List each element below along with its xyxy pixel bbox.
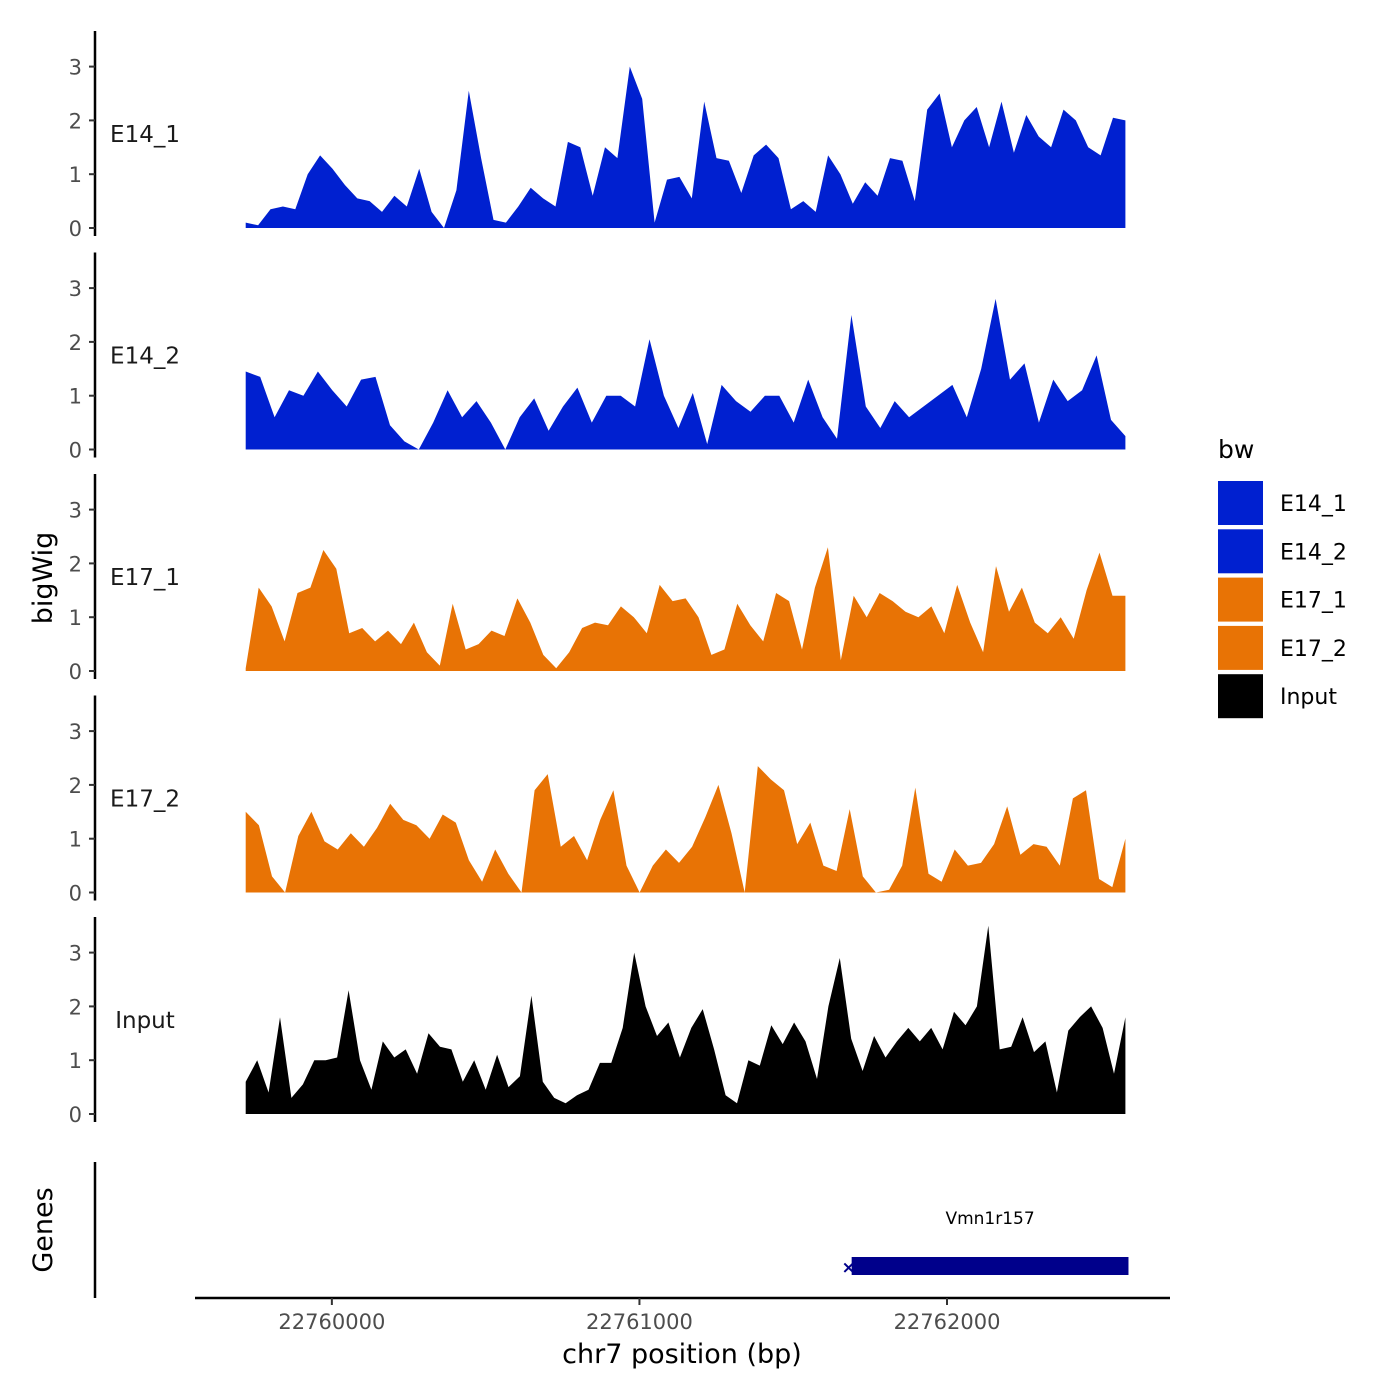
y-tick-label: 3: [69, 499, 82, 523]
legend-label: E17_2: [1280, 637, 1347, 662]
x-axis-title: chr7 position (bp): [562, 1339, 802, 1370]
legend-swatch: [1218, 625, 1263, 670]
legend-item-e17-2: E17_2: [1218, 625, 1347, 670]
y-tick-label: 1: [69, 385, 82, 409]
y-tick-label: 2: [69, 331, 82, 355]
legend-swatch: [1218, 577, 1263, 622]
gene-label: Vmn1r157: [945, 1209, 1034, 1229]
gene-body: [851, 1257, 1129, 1275]
genes-panel: × Vmn1r157: [93, 1162, 1129, 1298]
track-e14-1: 0 1 2 3 E14_1: [69, 31, 1126, 241]
legend-item-e17-1: E17_1: [1218, 577, 1347, 622]
y-tick-label: 0: [69, 882, 82, 906]
y-tick-label: 3: [69, 56, 82, 80]
genes-axis-title: Genes: [28, 1187, 59, 1272]
x-tick-label: 22762000: [894, 1310, 1001, 1334]
y-tick-label: 0: [69, 1103, 82, 1127]
track-input: 0 1 2 3 Input: [69, 917, 1126, 1127]
strand-marker: ×: [842, 1258, 856, 1278]
x-tick-label: 22760000: [278, 1310, 385, 1334]
track-e17-2: 0 1 2 3 E17_2: [69, 695, 1126, 906]
y-tick-label: 3: [69, 720, 82, 744]
area-e17-1: [245, 547, 1126, 671]
y-tick-label: 1: [69, 163, 82, 187]
track-label: E14_2: [110, 344, 180, 370]
y-tick-label: 0: [69, 439, 82, 463]
y-tick-label: 0: [69, 217, 82, 241]
y-tick-label: 0: [69, 660, 82, 684]
track-e14-2: 0 1 2 3 E14_2: [69, 252, 1126, 463]
legend-item-input: Input: [1218, 674, 1337, 719]
x-axis: 22760000 22761000 22762000: [195, 1296, 1170, 1334]
y-axis-title: bigWig: [28, 532, 59, 625]
track-label: E14_1: [110, 122, 180, 148]
track-e17-1: 0 1 2 3 E17_1: [69, 474, 1126, 684]
area-input: [245, 925, 1126, 1114]
area-e14-2: [245, 298, 1126, 450]
y-tick-label: 3: [69, 942, 82, 966]
y-tick-label: 1: [69, 1049, 82, 1073]
y-tick-label: 3: [69, 277, 82, 301]
y-tick-label: 1: [69, 606, 82, 630]
x-tick-label: 22761000: [586, 1310, 693, 1334]
area-e14-1: [245, 66, 1126, 228]
area-e17-2: [245, 766, 1126, 893]
legend-label: E17_1: [1280, 589, 1347, 614]
y-tick-label: 2: [69, 552, 82, 576]
legend-item-e14-2: E14_2: [1218, 529, 1347, 574]
legend-swatch: [1218, 529, 1263, 574]
track-label: Input: [115, 1008, 175, 1034]
legend: bw E14_1 E14_2 E17_1 E17_2 Input: [1218, 435, 1347, 719]
bigwig-tracks: 0 1 2 3 E14_1 0 1 2 3 E14_2 0 1 2 3 E17_1 0 1 2 3 E17_2 0 1 2 3…: [69, 31, 1126, 1127]
y-tick-label: 2: [69, 774, 82, 798]
legend-swatch: [1218, 481, 1263, 525]
track-label: E17_2: [110, 787, 180, 813]
y-tick-label: 2: [69, 995, 82, 1019]
legend-title: bw: [1218, 435, 1254, 464]
legend-label: E14_2: [1280, 540, 1347, 565]
legend-item-e14-1: E14_1: [1218, 481, 1347, 525]
legend-label: E14_1: [1280, 492, 1347, 517]
y-tick-label: 1: [69, 828, 82, 852]
track-label: E17_1: [110, 565, 180, 591]
legend-swatch: [1218, 674, 1263, 719]
y-tick-label: 2: [69, 109, 82, 133]
legend-label: Input: [1280, 685, 1337, 710]
